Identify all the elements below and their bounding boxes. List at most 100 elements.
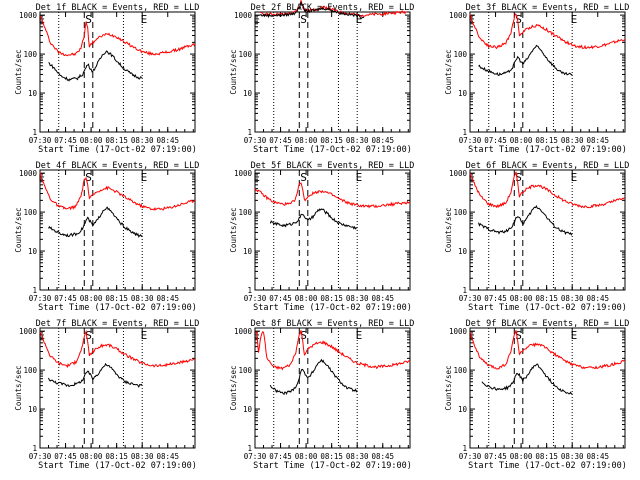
- y-tick-label: 10: [243, 405, 253, 414]
- x-tick-label: 08:30: [561, 136, 584, 145]
- x-tick-label: 07:45: [269, 136, 292, 145]
- series-red-lld-line: [469, 330, 626, 370]
- detector-panel-3: Det 3f BLACK = Events, RED = LLD 1 10 100 10…: [444, 3, 629, 155]
- y-tick-label: 100: [23, 366, 37, 375]
- series-red-lld-line: [469, 13, 626, 50]
- y-tick-label: 100: [23, 208, 37, 217]
- y-tick-label: 1: [247, 444, 252, 453]
- x-tick-label: 08:15: [320, 294, 343, 303]
- y-tick-label: 1: [462, 444, 467, 453]
- detector-panel-9: Det 9f BLACK = Events, RED = LLD 1 10 100 10…: [444, 319, 629, 471]
- x-tick-label: 07:45: [484, 136, 507, 145]
- x-tick-label: 07:30: [29, 294, 52, 303]
- y-tick-label: 1000: [449, 327, 468, 336]
- y-tick-label: 1000: [234, 169, 253, 178]
- y-tick-label: 10: [458, 89, 468, 98]
- x-tick-label: 07:30: [29, 136, 52, 145]
- plot-frame: [39, 169, 196, 291]
- x-tick-label: 08:45: [586, 136, 609, 145]
- y-tick-label: 1: [32, 444, 37, 453]
- x-tick-label: 07:30: [459, 452, 482, 461]
- series-red-lld-line: [469, 171, 626, 209]
- series-black-events-line: [269, 208, 358, 230]
- x-tick-label: 08:15: [320, 452, 343, 461]
- y-tick-label: 1000: [234, 327, 253, 336]
- x-tick-label: 08:00: [510, 136, 533, 145]
- x-tick-label: 08:45: [156, 294, 179, 303]
- panel-title: Det 6f BLACK = Events, RED = LLD: [466, 161, 630, 171]
- y-tick-label: 1000: [449, 169, 468, 178]
- series-black-events-line: [259, 1, 365, 19]
- interval-marker: E: [38, 171, 45, 184]
- interval-marker: E: [141, 171, 148, 184]
- x-tick-label: 07:30: [459, 294, 482, 303]
- x-tick-label: 08:30: [561, 452, 584, 461]
- interval-marker: S: [300, 171, 307, 184]
- x-tick-label: 07:30: [244, 136, 267, 145]
- y-tick-label: 10: [28, 89, 38, 98]
- panel-title: Det 8f BLACK = Events, RED = LLD: [251, 319, 415, 329]
- y-tick-label: 100: [453, 50, 467, 59]
- x-tick-label: 07:30: [244, 294, 267, 303]
- x-tick-label: 08:15: [535, 136, 558, 145]
- series-black-events-line: [48, 362, 143, 389]
- x-tick-label: 08:45: [586, 294, 609, 303]
- detector-panel-6: Det 6f BLACK = Events, RED = LLD 1 10 100 10…: [444, 161, 629, 313]
- x-axis-label: Start Time (17-Oct-02 07:19:00): [38, 303, 197, 313]
- x-tick-label: 07:45: [269, 452, 292, 461]
- y-tick-label: 1000: [19, 327, 38, 336]
- x-tick-label: 08:15: [535, 294, 558, 303]
- panel-title: Det 9f BLACK = Events, RED = LLD: [466, 319, 630, 329]
- x-tick-label: 07:45: [54, 452, 77, 461]
- series-red-lld-line: [39, 172, 196, 211]
- x-tick-label: 07:30: [459, 136, 482, 145]
- detector-panel-1: Det 1f BLACK = Events, RED = LLD 1 10 100 10…: [14, 3, 199, 155]
- panel-title: Det 5f BLACK = Events, RED = LLD: [251, 161, 415, 171]
- x-axis-label: Start Time (17-Oct-02 07:19:00): [38, 461, 197, 471]
- detector-panel-4: Det 4f BLACK = Events, RED = LLD 1 10 100 10…: [14, 161, 199, 313]
- y-axis-label: Counts/sec: [444, 49, 453, 94]
- y-tick-label: 1: [462, 286, 467, 295]
- y-tick-label: 100: [238, 366, 252, 375]
- y-axis-label: Counts/sec: [14, 49, 23, 94]
- y-tick-label: 100: [238, 208, 252, 217]
- interval-marker: S: [85, 171, 92, 184]
- x-tick-label: 07:45: [484, 294, 507, 303]
- series-red-lld-line: [259, 0, 407, 18]
- y-tick-label: 1000: [19, 169, 38, 178]
- x-tick-label: 08:30: [131, 136, 154, 145]
- x-tick-label: 07:45: [269, 294, 292, 303]
- y-tick-label: 100: [453, 366, 467, 375]
- y-tick-label: 1: [247, 286, 252, 295]
- y-tick-label: 1000: [19, 11, 38, 20]
- panel-title: Det 1f BLACK = Events, RED = LLD: [36, 3, 200, 13]
- x-axis-label: Start Time (17-Oct-02 07:19:00): [468, 461, 627, 471]
- x-tick-label: 07:45: [484, 452, 507, 461]
- x-tick-label: 08:45: [586, 452, 609, 461]
- x-tick-label: 08:00: [80, 452, 103, 461]
- interval-marker: E: [141, 329, 148, 342]
- plot-frame: [254, 327, 411, 449]
- interval-marker: E: [141, 13, 148, 26]
- y-tick-label: 1: [247, 128, 252, 137]
- x-tick-label: 08:00: [510, 294, 533, 303]
- x-axis-label: Start Time (17-Oct-02 07:19:00): [253, 461, 412, 471]
- detector-panel-2: Det 2f BLACK = Events, RED = LLD 1 10 100 10…: [229, 0, 414, 155]
- x-tick-label: 08:30: [346, 452, 369, 461]
- x-tick-label: 07:30: [29, 452, 52, 461]
- interval-marker: S: [300, 329, 307, 342]
- x-tick-label: 08:30: [561, 294, 584, 303]
- x-tick-label: 08:00: [510, 452, 533, 461]
- y-tick-label: 100: [23, 50, 37, 59]
- detector-panel-7: Det 7f BLACK = Events, RED = LLD 1 10 100 10…: [14, 319, 199, 471]
- y-tick-label: 10: [243, 247, 253, 256]
- y-tick-label: 10: [28, 247, 38, 256]
- x-tick-label: 08:45: [371, 294, 394, 303]
- plot-frame: [254, 11, 411, 133]
- interval-marker: E: [571, 13, 578, 26]
- y-tick-label: 1000: [449, 11, 468, 20]
- x-tick-label: 08:15: [320, 136, 343, 145]
- x-tick-label: 07:45: [54, 136, 77, 145]
- x-tick-label: 07:45: [54, 294, 77, 303]
